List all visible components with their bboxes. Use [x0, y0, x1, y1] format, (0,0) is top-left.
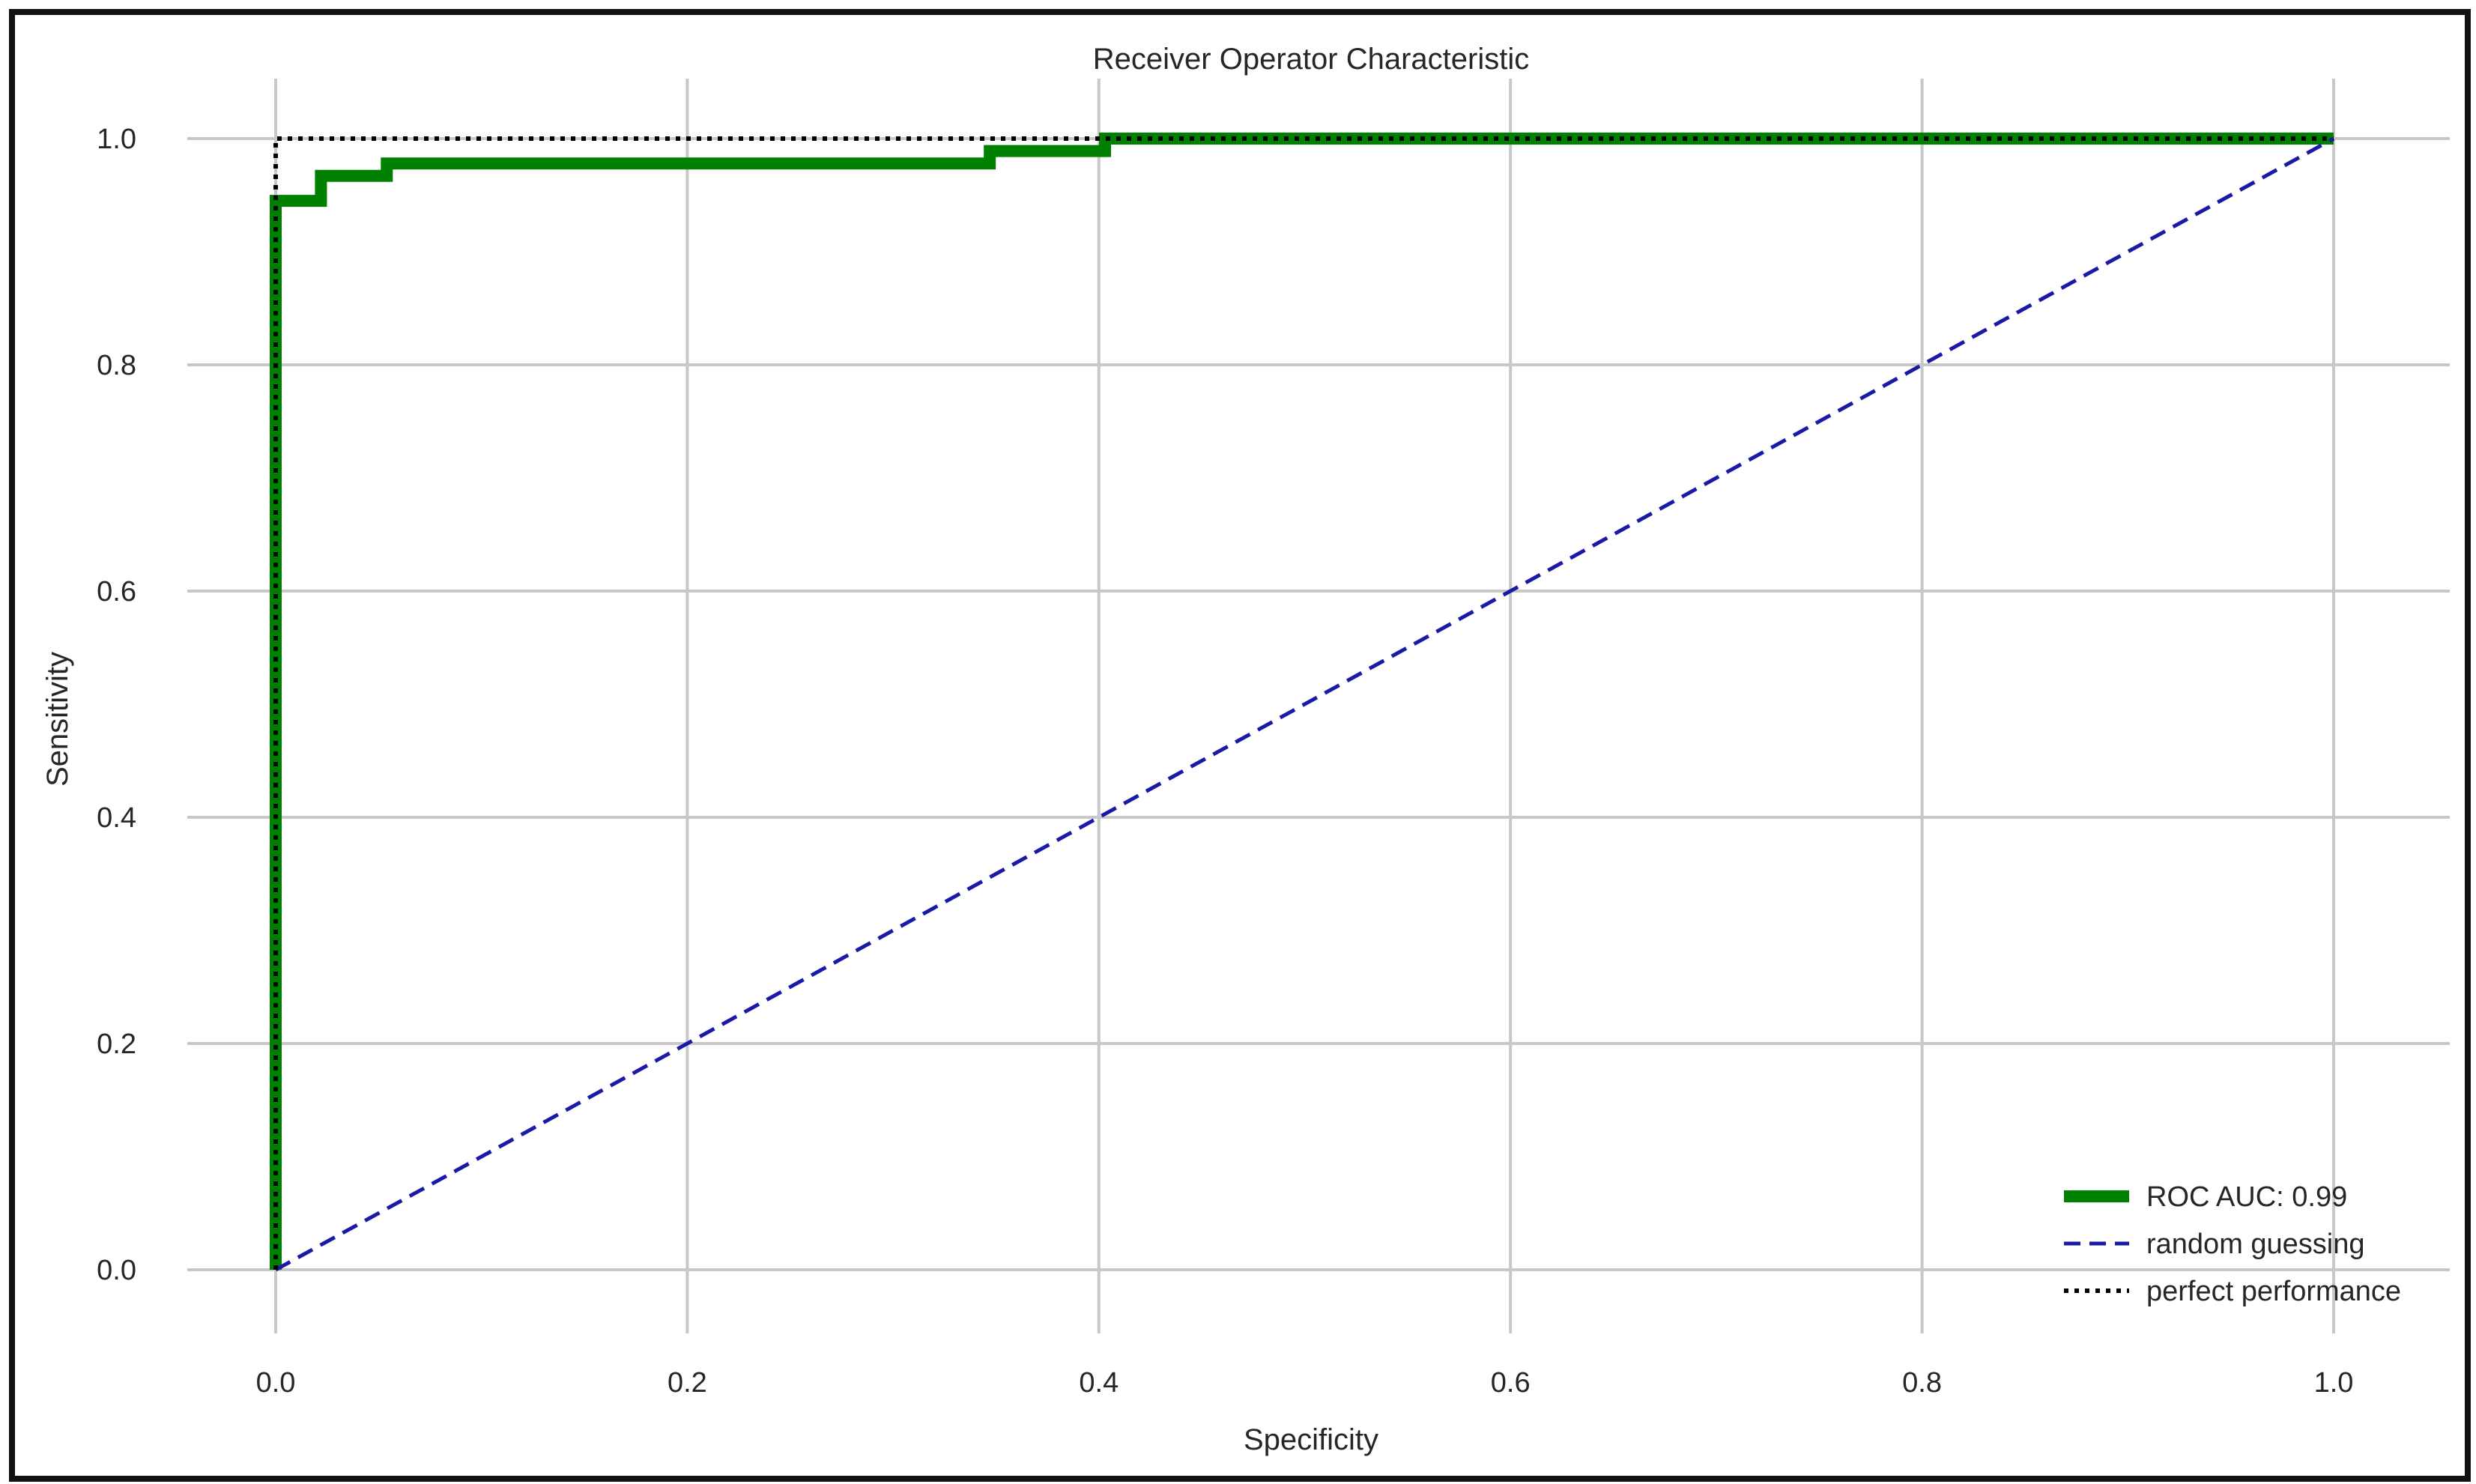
chart-frame: 0.0 0.2 0.4 0.6 0.8 1.0 0.0 0.2 0.4 0.6 0.8 1.0 Rece… — [9, 9, 2471, 1482]
y-tick-label: 1.0 — [97, 124, 136, 155]
y-tick-label: 0.0 — [97, 1255, 136, 1286]
legend-label: perfect performance — [2146, 1276, 2401, 1307]
series-lines — [270, 133, 2335, 1272]
y-tick-label: 0.8 — [97, 350, 136, 381]
y-tick-label: 0.2 — [97, 1029, 136, 1060]
y-tick-label: 0.4 — [97, 802, 136, 834]
labels: 0.0 0.2 0.4 0.6 0.8 1.0 0.0 0.2 0.4 0.6 0.8 1.0 Rece… — [41, 43, 2353, 1456]
x-axis-title: Specificity — [1244, 1423, 1378, 1456]
series-line-solid — [270, 133, 2334, 1270]
x-tick-label: 0.8 — [1902, 1367, 1942, 1399]
x-tick-label: 0.6 — [1491, 1367, 1531, 1399]
legend: ROC AUC: 0.99 random guessing perfect perf… — [2064, 1181, 2401, 1307]
chart-title: Receiver Operator Characteristic — [1093, 43, 1529, 76]
series-line-dashed — [274, 136, 2335, 1272]
legend-label: ROC AUC: 0.99 — [2146, 1181, 2347, 1213]
roc-chart: 0.0 0.2 0.4 0.6 0.8 1.0 0.0 0.2 0.4 0.6 0.8 1.0 Rece… — [41, 43, 2450, 1456]
y-tick-label: 0.6 — [97, 576, 136, 608]
x-tick-label: 0.0 — [256, 1367, 296, 1399]
x-tick-label: 0.4 — [1079, 1367, 1119, 1399]
x-tick-label: 1.0 — [2314, 1367, 2354, 1399]
x-tick-label: 0.2 — [668, 1367, 707, 1399]
legend-label: random guessing — [2146, 1229, 2365, 1260]
y-axis-title: Sensitivity — [41, 652, 74, 787]
grid — [187, 79, 2450, 1333]
